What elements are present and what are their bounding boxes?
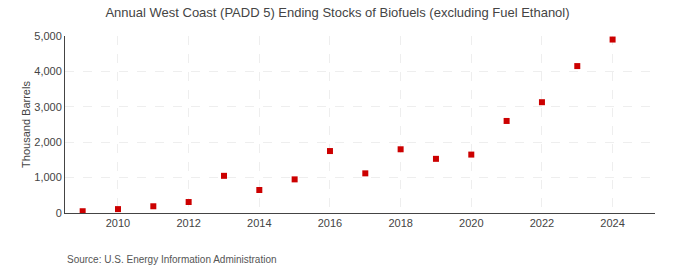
svg-text:2024: 2024	[600, 217, 624, 229]
svg-text:3,000: 3,000	[34, 101, 62, 113]
svg-text:0: 0	[56, 207, 62, 219]
svg-text:2022: 2022	[530, 217, 554, 229]
svg-text:2,000: 2,000	[34, 136, 62, 148]
svg-text:2010: 2010	[106, 217, 130, 229]
svg-text:2018: 2018	[388, 217, 412, 229]
svg-text:Source: U.S. Energy Informatio: Source: U.S. Energy Information Administ…	[67, 254, 277, 265]
svg-text:Annual West Coast (PADD 5) End: Annual West Coast (PADD 5) Ending Stocks…	[105, 5, 569, 20]
svg-text:2020: 2020	[459, 217, 483, 229]
svg-text:2014: 2014	[247, 217, 271, 229]
svg-text:5,000: 5,000	[34, 30, 62, 42]
svg-text:Thousand Barrels: Thousand Barrels	[20, 81, 32, 168]
svg-text:2016: 2016	[318, 217, 342, 229]
svg-text:4,000: 4,000	[34, 65, 62, 77]
svg-text:2012: 2012	[176, 217, 200, 229]
svg-text:1,000: 1,000	[34, 171, 62, 183]
